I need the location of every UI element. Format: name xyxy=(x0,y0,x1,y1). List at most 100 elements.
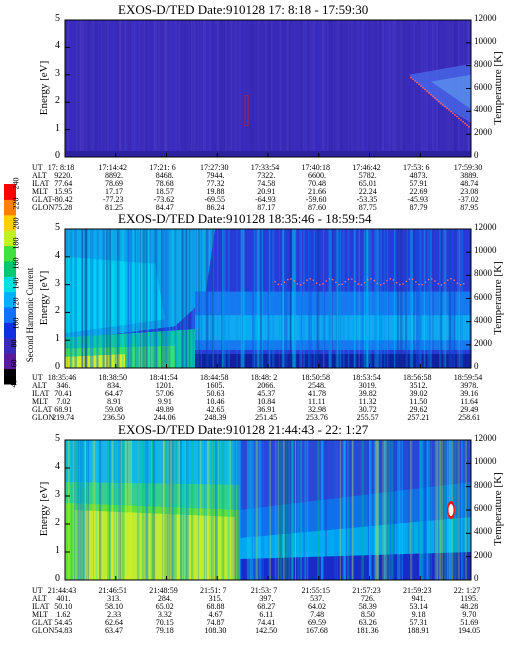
colorbar-segment xyxy=(4,245,16,262)
orbit-value: 20.91 xyxy=(257,187,276,196)
orbit-value: 8892. xyxy=(105,171,123,180)
temperature-tick-label: 2000 xyxy=(474,337,492,348)
orbit-value: 21:59:23 xyxy=(403,586,432,595)
orbit-value: -69.55 xyxy=(204,195,226,204)
orbit-value: 346. xyxy=(56,381,71,390)
orbit-value: 70.48 xyxy=(308,179,326,188)
orbit-value: 18:50:58 xyxy=(301,373,330,382)
orbit-value: -45.93 xyxy=(407,195,429,204)
orbit-value: 5782. xyxy=(358,171,377,180)
panel-2-title: EXOS-D/TED Date:910128 18:35:46 - 18:59:… xyxy=(118,211,372,226)
orbit-value: 87.95 xyxy=(460,203,479,212)
energy-tick-label: 3 xyxy=(55,67,60,79)
orbit-value: 74.87 xyxy=(206,618,225,627)
orbit-value: 18.57 xyxy=(155,187,174,196)
orbit-value: 64.02 xyxy=(308,602,326,611)
panel-3-spectrogram xyxy=(64,439,472,581)
temperature-tick-label: 6000 xyxy=(474,81,492,92)
orbit-row-label: ALT xyxy=(32,381,47,390)
orbit-value: 21:48:59 xyxy=(149,586,178,595)
colorbar-tick-label: 220 xyxy=(11,197,21,210)
colorbar-segment xyxy=(4,199,16,216)
orbit-value: 8.50 xyxy=(360,610,375,619)
orbit-value: 87.60 xyxy=(308,203,326,212)
temperature-tick-label: 10000 xyxy=(474,456,497,467)
orbit-value: 1.62 xyxy=(56,610,71,619)
temperature-tick-label: 0 xyxy=(474,361,479,371)
temperature-tick-label: 4000 xyxy=(474,314,492,325)
orbit-value: 22.69 xyxy=(409,187,428,196)
temperature-tick-label: 6000 xyxy=(474,503,492,513)
colorbar-tick-label: 180 xyxy=(11,237,21,250)
orbit-value: 17:46:42 xyxy=(352,163,381,172)
orbit-value: 87.17 xyxy=(257,203,276,212)
orbit-value: 6.11 xyxy=(259,610,274,619)
orbit-value: 236.50 xyxy=(102,413,125,422)
orbit-value: 10.46 xyxy=(206,397,225,406)
temperature-tick-label: 4000 xyxy=(474,526,492,537)
orbit-value: 17:27:30 xyxy=(200,163,229,172)
orbit-value: 23.08 xyxy=(460,187,479,196)
orbit-value: 1201. xyxy=(155,381,174,390)
orbit-value: 30.72 xyxy=(358,405,377,414)
energy-tick-label: 5 xyxy=(55,433,60,444)
temperature-axis-label: Temperature [K] xyxy=(492,472,504,546)
temperature-tick-label: 12000 xyxy=(474,433,497,443)
orbit-value: 39.16 xyxy=(460,389,479,398)
orbit-row-label: UT xyxy=(32,163,43,172)
orbit-value: 18:53:54 xyxy=(352,373,381,382)
orbit-value: 64.47 xyxy=(105,389,123,398)
orbit-value: 65.01 xyxy=(358,179,377,188)
orbit-value: 4873. xyxy=(409,171,428,180)
energy-tick-label: 5 xyxy=(55,222,60,233)
energy-axis-label: Energy [eV] xyxy=(38,270,50,325)
orbit-value: 21:57:23 xyxy=(352,586,381,595)
orbit-value: 18:44:58 xyxy=(200,373,229,382)
orbit-value: 57.91 xyxy=(409,179,428,188)
orbit-value: 18:59:54 xyxy=(453,373,483,382)
orbit-row-label: GLAT xyxy=(32,405,53,414)
orbit-value: 65.02 xyxy=(155,602,174,611)
orbit-value: 19.88 xyxy=(206,187,225,196)
colorbar-tick-label: 120 xyxy=(11,297,21,310)
colorbar-segment xyxy=(4,184,16,200)
orbit-value: 253.76 xyxy=(305,413,328,422)
orbit-value: 29.62 xyxy=(409,405,428,414)
orbit-value: 78.68 xyxy=(155,179,174,188)
colorbar-tick-label: 80 xyxy=(9,339,19,348)
orbit-value: 77.32 xyxy=(206,179,225,188)
orbit-value: 32.98 xyxy=(308,405,326,414)
orbit-value: 167.68 xyxy=(305,626,328,635)
orbit-value: 17:14:42 xyxy=(98,163,127,172)
orbit-value: 70.15 xyxy=(155,618,174,627)
orbit-value: 41.78 xyxy=(308,389,326,398)
orbit-value: -64.93 xyxy=(255,195,276,204)
orbit-value: 81.25 xyxy=(105,203,123,212)
orbit-value: 45.37 xyxy=(257,389,276,398)
temperature-tick-label: 0 xyxy=(474,150,479,160)
orbit-value: 29.49 xyxy=(460,405,479,414)
colorbar-tick-label: 140 xyxy=(11,277,21,290)
orbit-row-label: GLON xyxy=(32,413,55,422)
orbit-value: 57.31 xyxy=(409,618,428,627)
orbit-value: 74.58 xyxy=(257,179,276,188)
orbit-value: 53.14 xyxy=(409,602,428,611)
orbit-value: 17: 8:18 xyxy=(47,163,75,172)
orbit-value: 58.10 xyxy=(105,602,123,611)
orbit-value: 84.47 xyxy=(155,203,174,212)
orbit-value: 108.30 xyxy=(204,626,227,635)
orbit-value: 87.75 xyxy=(358,203,377,212)
orbit-value: 8468. xyxy=(155,171,174,180)
colorbar-tick-label: 100 xyxy=(11,317,21,330)
orbit-value: 9220. xyxy=(54,171,73,180)
orbit-value: 57.06 xyxy=(155,389,174,398)
orbit-value: -59.60 xyxy=(305,195,327,204)
orbit-value: 49.89 xyxy=(155,405,174,414)
orbit-value: 7.02 xyxy=(56,397,71,406)
energy-tick-label: 1 xyxy=(55,545,60,556)
colorbar-segment xyxy=(4,368,16,385)
orbit-row-label: ILAT xyxy=(32,602,50,611)
orbit-value: 69.59 xyxy=(308,618,326,627)
orbit-row-label: GLAT xyxy=(32,195,53,204)
orbit-value: 18:41:54 xyxy=(149,373,178,382)
